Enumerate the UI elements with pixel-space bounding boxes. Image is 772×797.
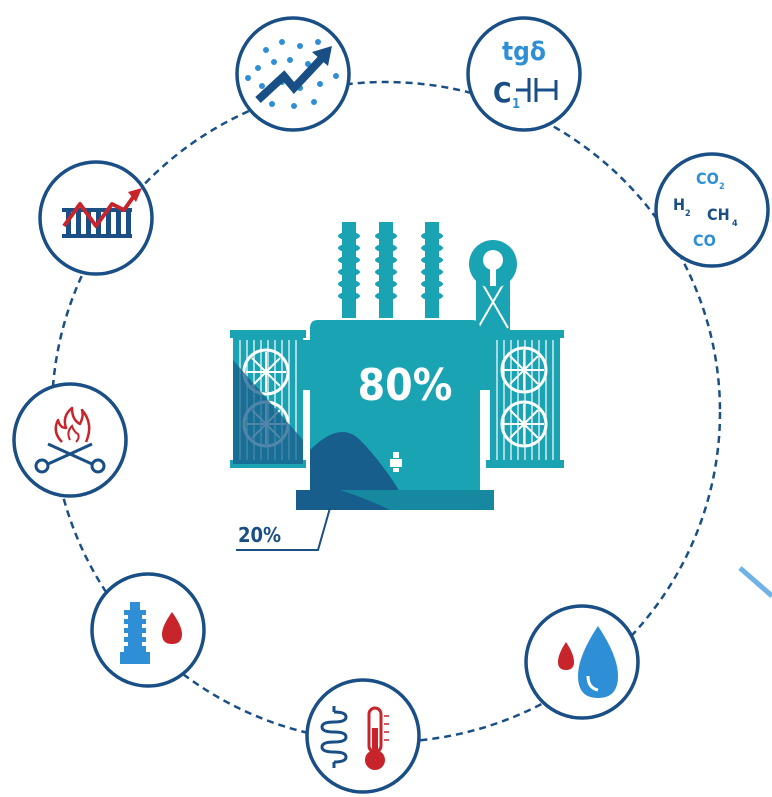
node-temperature[interactable] [305, 678, 421, 794]
node-particles[interactable] [235, 16, 351, 132]
gas-ch4: CH [707, 205, 730, 224]
right-radiator [486, 330, 564, 468]
moisture-drops-icon [558, 626, 618, 698]
capacitor-icon [516, 78, 558, 102]
dissolved-gas-icon: CO 2 H 2 CH 4 CO [673, 169, 738, 250]
node-tapchanger[interactable] [12, 382, 128, 498]
load-trend-icon [62, 188, 142, 238]
node-bushing[interactable] [90, 572, 206, 688]
dielectric-loss-icon: tgδ C 1 [493, 37, 558, 112]
capacitance-letter: C [493, 76, 511, 109]
node-dielectric[interactable]: tgδ C 1 [466, 16, 582, 132]
gas-ch4-sub: 4 [732, 219, 738, 229]
transformer-lower-share [310, 432, 400, 492]
node-load[interactable] [38, 160, 154, 276]
gas-co: CO [693, 231, 716, 250]
bushings [338, 222, 443, 318]
tg-delta-label: tgδ [502, 37, 546, 67]
particles-trend-icon [245, 39, 339, 109]
drain-valve-icon [390, 452, 402, 472]
thermometer-icon [365, 706, 389, 770]
left-radiator [230, 330, 306, 468]
decorative-stroke [738, 566, 772, 598]
main-percent-label: 80% [358, 360, 453, 411]
node-moisture[interactable] [524, 604, 640, 720]
capacitance-subscript: 1 [512, 97, 520, 112]
tap-changer-burn-icon [34, 406, 106, 474]
transformer-illustration: 80% 20% [230, 222, 564, 551]
bushing-oil-icon [120, 602, 182, 664]
gas-h2: H [673, 195, 685, 214]
gas-co2-sub: 2 [719, 182, 725, 192]
winding-temperature-icon [320, 706, 389, 770]
gas-co2: CO [696, 169, 719, 188]
coil-icon [320, 706, 348, 768]
gas-h2-sub: 2 [685, 209, 691, 219]
node-gases[interactable]: CO 2 H 2 CH 4 CO [654, 152, 770, 268]
base-percent-label: 20% [238, 523, 281, 547]
base-percent-leader [236, 507, 331, 551]
